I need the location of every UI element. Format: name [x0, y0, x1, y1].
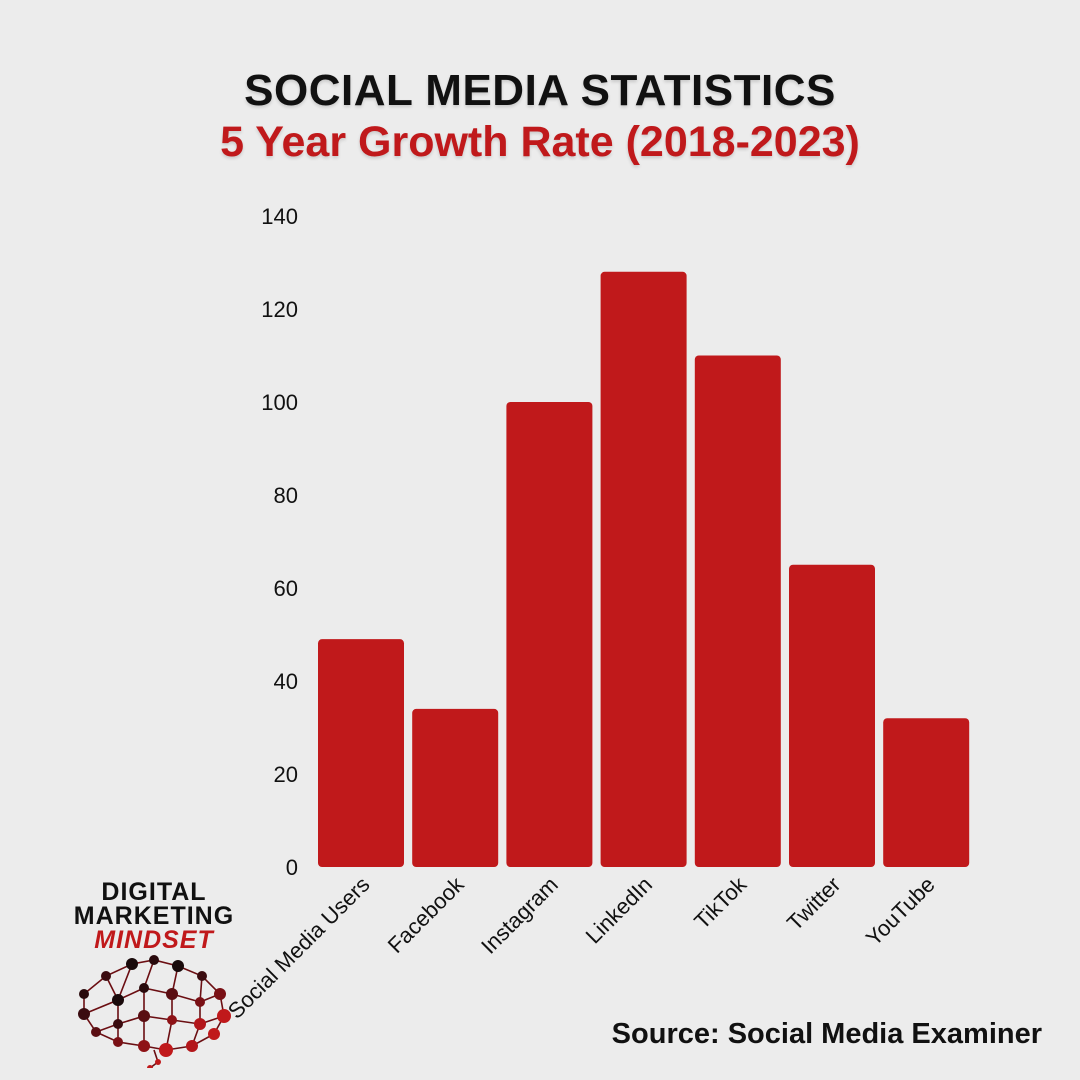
bar-social-media-users [318, 639, 404, 867]
brand-logo: DIGITAL MARKETING MINDSET [54, 878, 254, 1068]
bar-youtube [883, 718, 970, 867]
x-tick-label: Twitter [782, 872, 845, 935]
y-tick-label: 80 [274, 483, 298, 508]
y-tick-label: 20 [274, 762, 298, 787]
y-axis-ticks: 0 20 40 60 80 100 120 140 [261, 204, 298, 880]
y-tick-label: 60 [274, 576, 298, 601]
brain-network-icon [78, 955, 231, 1068]
x-tick-label: TikTok [689, 871, 752, 934]
y-tick-label: 0 [286, 855, 298, 880]
bar-linkedin [600, 271, 687, 867]
y-tick-label: 40 [274, 669, 298, 694]
bar-facebook [412, 708, 499, 867]
logo-line-marketing: MARKETING [73, 902, 235, 930]
x-tick-label: YouTube [861, 872, 940, 951]
y-tick-label: 120 [261, 297, 298, 322]
x-tick-label: Facebook [383, 871, 470, 958]
chart-subtitle: 5 Year Growth Rate (2018-2023) [220, 118, 860, 166]
x-axis-ticks: Social Media Users Facebook Instagram Linke… [223, 871, 940, 1023]
bar-twitter [789, 564, 875, 867]
bar-instagram [506, 402, 593, 867]
bar-tiktok [694, 355, 781, 867]
x-tick-label: LinkedIn [581, 872, 658, 949]
logo-line-mindset: MINDSET [94, 926, 214, 954]
y-tick-label: 100 [261, 390, 298, 415]
logo-line-digital: DIGITAL [101, 878, 207, 906]
x-tick-label: Instagram [476, 872, 563, 959]
chart-title: SOCIAL MEDIA STATISTICS [244, 66, 836, 115]
source-credit: Source: Social Media Examiner [611, 1018, 1042, 1050]
bars [318, 271, 970, 867]
y-tick-label: 140 [261, 204, 298, 229]
